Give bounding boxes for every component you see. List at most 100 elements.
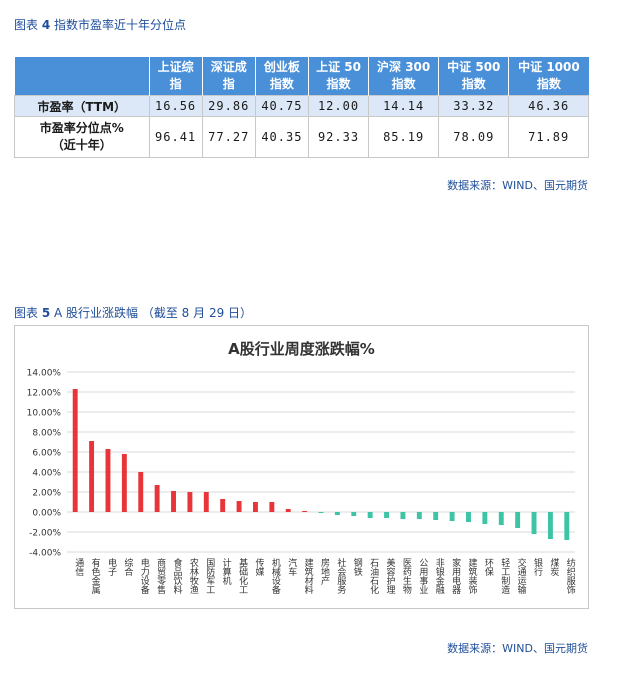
x-tick-label: 建筑装饰 bbox=[466, 557, 477, 595]
y-tick-label: 12.00% bbox=[27, 389, 62, 399]
bar bbox=[482, 512, 488, 524]
bar bbox=[515, 512, 521, 528]
industry-bar-chart: 14.00% 12.00% 10.00% 8.00% 6.00% 4.00% 2.00% 0.… bbox=[27, 369, 576, 595]
x-tick-label: 非银金融 bbox=[434, 557, 445, 595]
cell-value: 40.35 bbox=[254, 116, 309, 158]
bar bbox=[154, 485, 160, 512]
pe-table: 上证综指 深证成指 创业板 指数 上证 50 指数 沪深 300 指数 中证 500 指… bbox=[14, 57, 589, 158]
bar bbox=[334, 512, 340, 515]
table-source-note: 数据来源：WIND、国元期货 bbox=[447, 179, 588, 192]
bar bbox=[220, 499, 226, 512]
table-caption: 图表 4 指数市盈率近十年分位点 bbox=[14, 16, 186, 33]
x-tick-label: 国防军工 bbox=[204, 558, 215, 594]
chart-source-note: 数据来源：WIND、国元期货 bbox=[447, 642, 588, 655]
bar bbox=[105, 449, 111, 512]
bar bbox=[285, 509, 291, 512]
table-row: 市盈率（TTM） 16.56 29.86 40.75 12.00 14.14 3… bbox=[14, 95, 589, 117]
header-szse-component: 深证成指 bbox=[202, 57, 256, 96]
x-tick-label: 通信 bbox=[73, 558, 84, 577]
y-tick-label: 4.00% bbox=[32, 469, 61, 479]
bar bbox=[138, 472, 144, 512]
bar bbox=[171, 491, 176, 512]
x-tick-label: 综合 bbox=[122, 557, 132, 577]
caption-prefix: 图表 bbox=[14, 18, 39, 32]
header-sse50: 上证 50 指数 bbox=[308, 57, 370, 96]
x-tick-label: 纺织服饰 bbox=[565, 557, 576, 595]
header-chinext: 创业板 指数 bbox=[255, 57, 309, 96]
x-tick-label: 社会服务 bbox=[335, 557, 346, 595]
cell-value: 29.86 bbox=[201, 95, 256, 117]
cell-value: 77.27 bbox=[201, 116, 256, 158]
bar bbox=[564, 512, 570, 540]
x-tick-label: 银行 bbox=[532, 557, 543, 577]
cell-value: 12.00 bbox=[307, 95, 370, 117]
cell-value: 33.32 bbox=[438, 95, 510, 117]
header-blank bbox=[14, 57, 150, 96]
x-tick-label: 交通运输 bbox=[516, 557, 527, 595]
bar bbox=[547, 512, 553, 539]
header-csi500: 中证 500 指数 bbox=[438, 57, 510, 96]
bar bbox=[416, 512, 422, 519]
x-tick-label: 公用事业 bbox=[417, 558, 428, 594]
cell-value: 16.56 bbox=[148, 95, 203, 117]
y-tick-label: 6.00% bbox=[32, 449, 61, 459]
y-tick-label: 10.00% bbox=[27, 409, 62, 419]
x-tick-label: 食品饮料 bbox=[172, 557, 183, 595]
bar bbox=[384, 512, 390, 518]
x-tick-label: 煤炭 bbox=[548, 557, 559, 577]
cell-value: 92.33 bbox=[307, 116, 370, 158]
cell-value: 40.75 bbox=[254, 95, 309, 117]
cell-value: 85.19 bbox=[368, 116, 440, 158]
caption-number: 5 bbox=[41, 306, 51, 320]
bar bbox=[302, 511, 308, 512]
y-tick-label: 2.00% bbox=[32, 489, 61, 499]
caption-title: A 股行业涨跌幅 （截至 8 月 29 日） bbox=[54, 306, 253, 320]
x-tick-label: 钢铁 bbox=[352, 557, 363, 577]
bar bbox=[89, 441, 95, 512]
bar bbox=[433, 512, 439, 520]
header-csi300: 沪深 300 指数 bbox=[368, 57, 440, 96]
bar bbox=[203, 492, 209, 512]
x-tick-label: 商贸零售 bbox=[155, 557, 166, 595]
x-tick-label: 轻工制造 bbox=[499, 557, 510, 595]
x-tick-label: 电子 bbox=[106, 557, 117, 576]
caption-title: 指数市盈率近十年分位点 bbox=[54, 18, 187, 32]
x-tick-label: 建筑材料 bbox=[303, 557, 314, 595]
x-tick-label: 机械设备 bbox=[270, 557, 281, 594]
bar bbox=[269, 502, 275, 512]
x-tick-label: 医药生物 bbox=[401, 558, 412, 595]
cell-value: 71.89 bbox=[508, 116, 589, 158]
bar bbox=[187, 492, 193, 512]
cell-value: 14.14 bbox=[368, 95, 440, 117]
x-tick-label: 房地产 bbox=[319, 557, 330, 586]
x-tick-label: 农林牧渔 bbox=[188, 557, 199, 594]
x-tick-label: 家用电器 bbox=[450, 557, 461, 594]
cell-value: 96.41 bbox=[148, 116, 203, 158]
y-tick-label: 8.00% bbox=[32, 429, 61, 439]
header-csi1000: 中证 1000 指数 bbox=[508, 57, 589, 96]
bar bbox=[121, 454, 127, 512]
caption-number: 4 bbox=[41, 18, 51, 32]
x-tick-label: 有色金属 bbox=[90, 557, 101, 595]
x-tick-label: 汽车 bbox=[286, 557, 297, 577]
x-tick-label: 计算机 bbox=[221, 557, 232, 586]
table-header-row: 上证综指 深证成指 创业板 指数 上证 50 指数 沪深 300 指数 中证 500 指… bbox=[14, 57, 589, 96]
header-sse-composite: 上证综指 bbox=[149, 57, 203, 96]
x-tick-label: 传媒 bbox=[253, 557, 263, 577]
table-row: 市盈率分位点% （近十年） 96.41 77.27 40.35 92.33 85.… bbox=[14, 116, 589, 158]
bar bbox=[351, 512, 357, 516]
x-tick-label: 石油石化 bbox=[368, 558, 379, 595]
bar bbox=[466, 512, 471, 522]
x-tick-label: 电力设备 bbox=[139, 557, 150, 594]
row-label-pe: 市盈率（TTM） bbox=[14, 95, 150, 117]
x-tick-label: 美容护理 bbox=[385, 557, 396, 594]
cell-value: 78.09 bbox=[438, 116, 510, 158]
y-tick-label: -2.00% bbox=[29, 529, 61, 539]
x-tick-label: 环保 bbox=[483, 558, 494, 577]
bar bbox=[498, 512, 504, 525]
y-tick-label: 14.00% bbox=[27, 369, 62, 379]
bar bbox=[236, 501, 242, 512]
bar bbox=[318, 512, 324, 513]
bar bbox=[449, 512, 455, 521]
chart-title: A股行业周度涨跌幅% bbox=[228, 340, 375, 358]
